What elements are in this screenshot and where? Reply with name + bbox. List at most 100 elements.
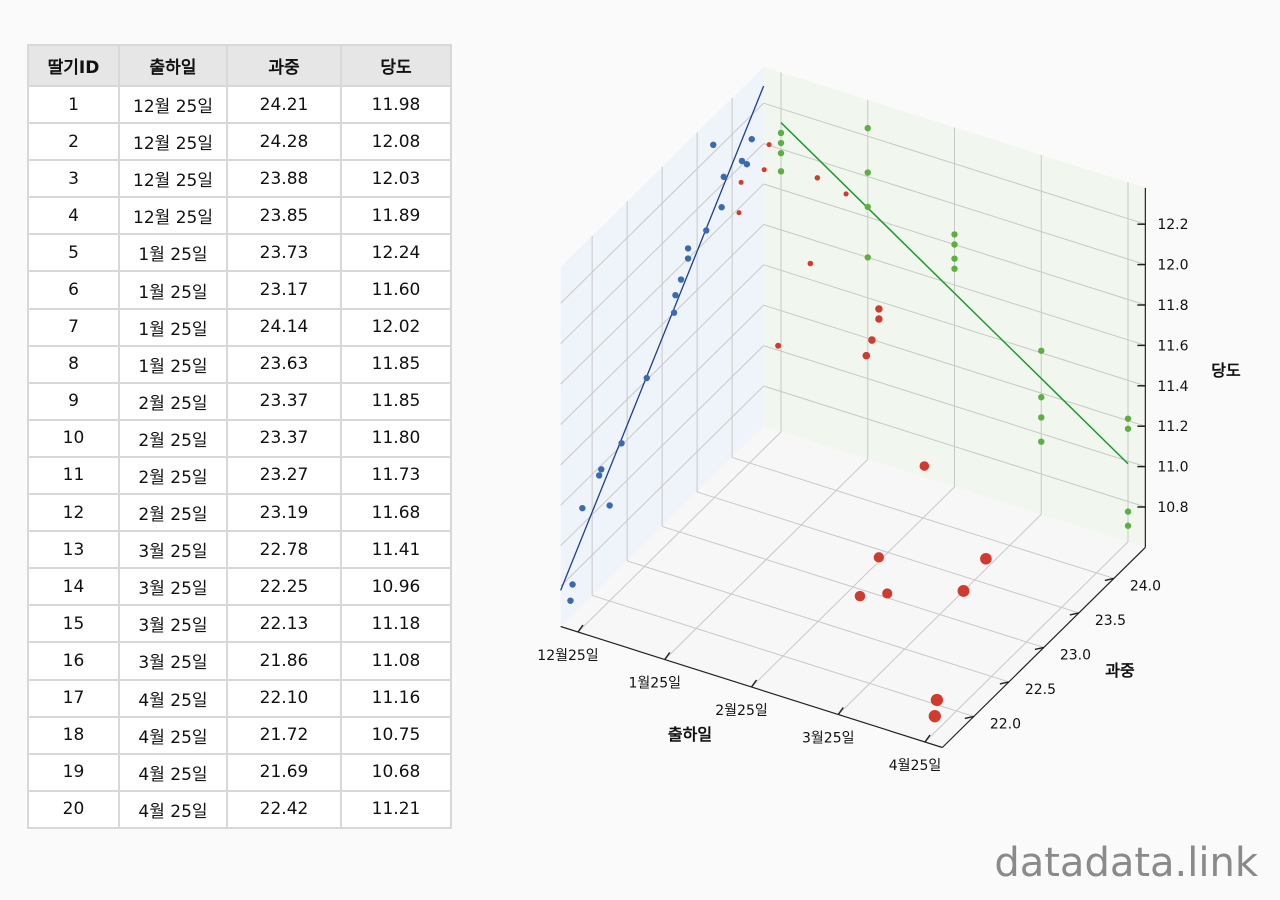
table-cell: 4월 25일 [118,678,228,718]
table-cell: 1월 25일 [118,307,228,347]
grid-line [763,143,1146,266]
table-cell: 3월 25일 [118,567,228,607]
table-cell: 4월 25일 [118,752,228,792]
table-cell: 23.63 [226,344,342,384]
table-row: 13 3월 25일 22.78 11.41 [27,530,452,570]
column-header: 당도 [340,44,452,87]
table-cell: 12.03 [340,159,452,199]
table-cell: 11.18 [340,604,452,644]
column-header: 출하일 [118,44,228,87]
z-axis-label: 당도 [1211,361,1241,380]
table-row: 9 2월 25일 23.37 11.85 [27,381,452,421]
table-cell: 6 [27,270,120,310]
table-row: 19 4월 25일 21.69 10.68 [27,752,452,792]
table-cell: 13 [27,530,120,570]
table-cell: 11 [27,455,120,496]
grid-line [661,525,1045,648]
z-tick-label: 11.0 [1157,460,1188,476]
table-row: 4 12월 25일 23.85 11.89 [27,196,452,236]
weight-projection-point [569,581,576,588]
y-tick-label: 23.5 [1095,613,1126,629]
table-cell: 22.42 [226,789,342,829]
weight-projection-point [579,504,586,512]
grid-line [731,456,1115,579]
grid-line [763,264,1146,387]
grid-line [763,385,1146,508]
table-cell: 12월 25일 [118,196,228,236]
date-projection-point [864,124,871,132]
data-point [738,179,744,185]
weight-projection-point [595,472,603,479]
y-tick-label: 24.0 [1130,578,1161,594]
y-tick [1104,577,1115,582]
date-fit-line [780,122,1129,465]
date-projection-point [1038,394,1045,401]
y-tick-label: 22.0 [990,716,1021,732]
y-tick-label: 23.0 [1060,647,1091,663]
data-point [766,142,772,148]
table-cell: 7 [27,307,120,347]
date-projection-point [777,149,785,157]
weight-fit-line [560,85,765,591]
data-point [736,210,742,216]
grid-line [560,304,765,506]
table-cell: 11.98 [340,84,452,125]
grid-line [560,143,765,345]
y-tick [1034,646,1045,651]
weight-projection-point [643,374,650,382]
table-cell: 24.28 [226,122,342,162]
table-row: 2 12월 25일 24.28 12.08 [27,122,452,162]
x-tick [577,624,584,633]
data-point [854,590,866,602]
date-projection-point [864,254,871,261]
table-cell: 20 [27,789,120,829]
weight-projection-point [606,502,613,509]
grid-line [763,304,1146,427]
x-tick [837,707,844,715]
table-row: 18 4월 25일 21.72 10.75 [27,715,452,755]
x-tick [750,679,758,688]
table-cell: 17 [27,678,120,718]
grid-line [560,183,765,385]
x-tick-label: 2월25일 [715,703,767,719]
table-cell: 23.73 [226,233,342,273]
table-cell: 12 [27,493,120,533]
table-cell: 9 [27,381,120,421]
table-cell: 18 [27,715,120,755]
date-projection-point [1124,425,1132,432]
grid-line [560,102,765,304]
date-projection-point [864,203,871,211]
table-cell: 23.37 [226,418,342,458]
y-tick [964,715,975,720]
weight-projection-point [720,173,727,181]
table-cell: 11.80 [340,418,452,458]
data-point [868,336,876,344]
date-projection-point [1038,414,1045,421]
weight-projection-point [684,255,692,262]
table-cell: 21.86 [226,641,342,681]
table-cell: 11.85 [340,381,452,421]
weight-projection-point [677,276,685,283]
table-cell: 2월 25일 [118,455,228,496]
x-tick-label: 1월25일 [629,676,681,692]
y-tick [1069,612,1080,616]
data-point [957,584,970,597]
weight-projection-point [743,161,751,168]
table-cell: 3월 25일 [118,604,228,644]
table-cell: 11.68 [340,493,452,533]
x-tick [664,652,671,660]
table-row: 6 1월 25일 23.17 11.60 [27,270,452,310]
table-cell: 2월 25일 [118,418,228,458]
table-cell: 12.24 [340,233,452,273]
weight-projection-point [738,157,746,165]
weight-projection-point [703,227,710,234]
z-tick-label: 12.2 [1157,217,1188,233]
table-cell: 12월 25일 [118,159,228,199]
weight-projection-point [710,141,717,148]
date-projection-point [777,139,785,147]
table-cell: 3월 25일 [118,530,228,570]
table-cell: 12.02 [340,307,452,347]
date-projection-point [1124,415,1132,422]
table-row: 14 3월 25일 22.25 10.96 [27,567,452,607]
grid-line [763,102,1146,225]
